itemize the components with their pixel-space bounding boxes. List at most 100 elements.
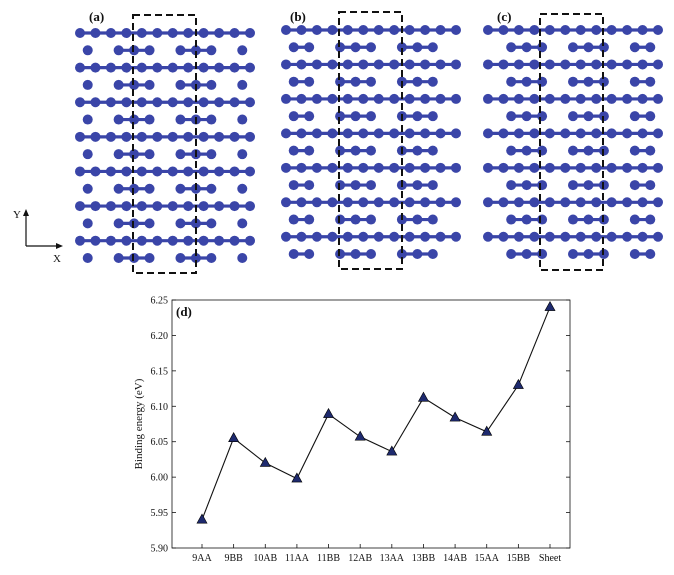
x-tick-label: 10AB bbox=[253, 553, 277, 564]
y-tick-label: 6.20 bbox=[151, 331, 169, 342]
atom bbox=[529, 231, 540, 242]
atom bbox=[90, 62, 101, 73]
data-point-triangle bbox=[323, 407, 335, 418]
atom bbox=[373, 197, 384, 208]
atom bbox=[144, 45, 155, 56]
unit-cell-box-b bbox=[338, 11, 403, 270]
x-tick-label: 9BB bbox=[224, 553, 243, 564]
atom bbox=[389, 197, 400, 208]
atom bbox=[396, 42, 407, 53]
atom bbox=[335, 76, 346, 87]
atom bbox=[568, 42, 578, 53]
atom bbox=[629, 214, 640, 225]
data-point-triangle bbox=[228, 432, 240, 442]
atom bbox=[90, 166, 101, 177]
atom bbox=[198, 28, 209, 38]
structure-panel-c bbox=[483, 25, 663, 259]
atom bbox=[175, 218, 186, 229]
atom bbox=[358, 59, 369, 70]
atom bbox=[152, 28, 163, 38]
atom bbox=[229, 166, 240, 177]
atom bbox=[82, 114, 93, 125]
atom bbox=[152, 235, 163, 246]
atom bbox=[296, 59, 307, 70]
atom bbox=[560, 231, 571, 242]
atom bbox=[245, 235, 255, 246]
atom bbox=[350, 145, 361, 156]
y-tick-label: 6.10 bbox=[151, 402, 169, 413]
atom bbox=[591, 231, 602, 242]
atom bbox=[373, 128, 384, 139]
atom bbox=[506, 42, 517, 53]
atom bbox=[427, 249, 438, 259]
atom bbox=[288, 145, 299, 156]
atom bbox=[404, 162, 415, 173]
atom bbox=[645, 145, 656, 156]
atom bbox=[113, 79, 124, 90]
atom bbox=[175, 253, 186, 263]
atom bbox=[560, 59, 571, 70]
atom bbox=[342, 162, 353, 173]
atom bbox=[560, 128, 571, 139]
atom bbox=[404, 128, 415, 139]
atom bbox=[537, 180, 548, 191]
atom bbox=[304, 249, 315, 259]
atom bbox=[498, 59, 509, 70]
atom bbox=[152, 131, 163, 142]
atom bbox=[622, 128, 633, 139]
x-tick-label: 15AA bbox=[475, 553, 500, 564]
atom bbox=[435, 93, 446, 104]
atom bbox=[583, 111, 594, 122]
y-tick-label: 6.00 bbox=[151, 473, 169, 484]
atom bbox=[105, 166, 116, 177]
atom bbox=[358, 162, 369, 173]
atom bbox=[435, 197, 446, 208]
atom bbox=[144, 183, 155, 194]
atom bbox=[136, 28, 147, 38]
atom bbox=[373, 162, 384, 173]
atom bbox=[435, 59, 446, 70]
atom bbox=[113, 114, 124, 125]
atom bbox=[412, 249, 423, 259]
atom bbox=[568, 111, 578, 122]
atom bbox=[229, 131, 240, 142]
atom bbox=[513, 25, 524, 35]
atom bbox=[288, 111, 299, 122]
atom bbox=[513, 162, 524, 173]
atom bbox=[304, 145, 315, 156]
atom bbox=[113, 218, 124, 229]
atom bbox=[136, 97, 147, 108]
panel-label-c: (c) bbox=[497, 9, 511, 24]
atom bbox=[653, 197, 663, 208]
atom bbox=[350, 111, 361, 122]
atom bbox=[420, 197, 431, 208]
atom bbox=[288, 76, 299, 87]
atom bbox=[420, 231, 431, 242]
atom bbox=[167, 201, 178, 212]
atom bbox=[304, 111, 315, 122]
atom bbox=[183, 131, 194, 142]
atom bbox=[583, 249, 594, 259]
y-tick-label: 6.25 bbox=[151, 296, 169, 307]
atom bbox=[342, 128, 353, 139]
atom bbox=[568, 76, 578, 87]
atom bbox=[105, 28, 116, 38]
atom bbox=[121, 28, 132, 38]
atom bbox=[606, 162, 617, 173]
atom bbox=[206, 149, 217, 160]
atom bbox=[427, 214, 438, 225]
atom bbox=[537, 42, 548, 53]
atom bbox=[427, 42, 438, 53]
atom bbox=[152, 62, 163, 73]
atom bbox=[90, 235, 101, 246]
atom bbox=[498, 93, 509, 104]
atom bbox=[113, 149, 124, 160]
atom bbox=[653, 25, 663, 35]
atom bbox=[483, 93, 493, 104]
atom bbox=[498, 128, 509, 139]
atom bbox=[560, 162, 571, 173]
atom bbox=[629, 180, 640, 191]
atom bbox=[327, 93, 338, 104]
atom bbox=[537, 214, 548, 225]
